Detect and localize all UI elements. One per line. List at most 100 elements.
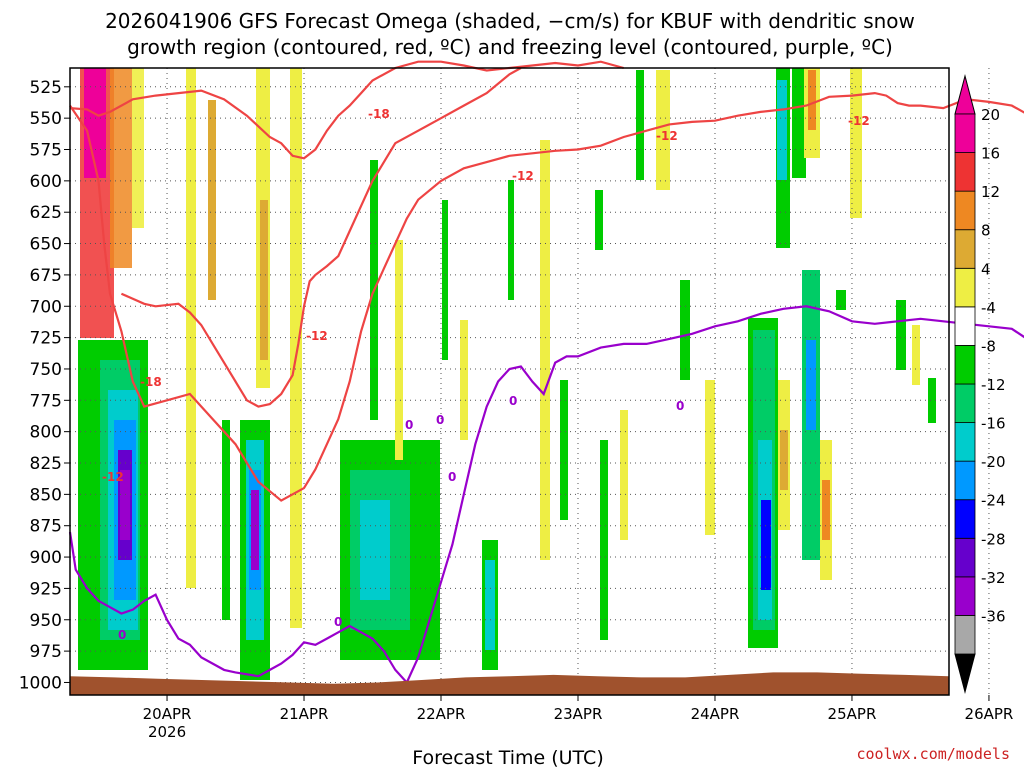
omega-cell bbox=[777, 80, 787, 180]
contour-label: -12 bbox=[306, 329, 328, 343]
omega-cell bbox=[208, 100, 216, 300]
y-tick-label: 750 bbox=[30, 360, 62, 380]
omega-cell bbox=[761, 500, 771, 590]
y-tick-label: 875 bbox=[30, 517, 62, 537]
x-tick-label: 21APR bbox=[280, 705, 329, 723]
omega-cell bbox=[620, 410, 628, 540]
y-tick-label: 550 bbox=[30, 109, 62, 129]
omega-cell bbox=[460, 320, 468, 440]
omega-cell bbox=[485, 560, 495, 650]
omega-cell bbox=[186, 68, 196, 588]
omega-cell bbox=[780, 430, 788, 490]
colorbar-swatch bbox=[954, 499, 976, 539]
x-axis-label: Forecast Time (UTC) bbox=[412, 747, 603, 768]
x-tick-sublabel: 2026 bbox=[148, 723, 186, 741]
colorbar-label: 12 bbox=[981, 183, 1000, 201]
y-tick-label: 925 bbox=[30, 579, 62, 599]
y-tick-label: 650 bbox=[30, 235, 62, 255]
colorbar-swatch bbox=[954, 383, 976, 423]
omega-cell bbox=[680, 280, 690, 380]
y-tick-label: 850 bbox=[30, 485, 62, 505]
colorbar-label: -4 bbox=[981, 299, 996, 317]
x-tick-label: 23APR bbox=[554, 705, 603, 723]
contour-label: 0 bbox=[405, 418, 413, 432]
contour-label: 0 bbox=[334, 615, 342, 629]
omega-cell bbox=[290, 68, 302, 628]
contour-labels: -18 -12 -12 -12 -12 -18 -12 0 0 0 0 0 0 … bbox=[102, 107, 870, 642]
omega-cell bbox=[110, 68, 132, 268]
contour-label: 0 bbox=[118, 628, 126, 642]
omega-cell bbox=[705, 380, 715, 535]
contour-label: -12 bbox=[848, 114, 870, 128]
omega-cell bbox=[120, 470, 130, 540]
colorbar-label: 16 bbox=[981, 145, 1000, 163]
contour-line bbox=[69, 91, 1024, 502]
colorbar-label: -16 bbox=[981, 415, 1006, 433]
y-tick-label: 800 bbox=[30, 423, 62, 443]
omega-cell bbox=[656, 70, 670, 190]
omega-cell bbox=[360, 500, 390, 600]
colorbar-label: 8 bbox=[981, 222, 991, 240]
colorbar-swatch bbox=[954, 229, 976, 269]
contour-label: -12 bbox=[656, 129, 678, 143]
contour-label: -18 bbox=[140, 375, 162, 389]
plot-area: -18 -12 -12 -12 -12 -18 -12 0 0 0 0 0 0 … bbox=[68, 60, 1024, 696]
x-tick-label: 26APR bbox=[965, 705, 1014, 723]
colorbar-label: -36 bbox=[981, 607, 1006, 625]
omega-cell bbox=[395, 240, 403, 460]
colorbar-label: -12 bbox=[981, 376, 1006, 394]
chart-title-line1: 2026041906 GFS Forecast Omega (shaded, −… bbox=[105, 9, 915, 33]
ground-surface bbox=[70, 672, 949, 695]
contour-label: -12 bbox=[512, 169, 534, 183]
omega-cell bbox=[595, 190, 603, 250]
chart-title-line2: growth region (contoured, red, ºC) and f… bbox=[127, 35, 893, 59]
omega-cell bbox=[636, 70, 644, 180]
x-tick-label: 20APR bbox=[143, 705, 192, 723]
y-tick-label: 775 bbox=[30, 391, 62, 411]
contour-label: 0 bbox=[509, 394, 517, 408]
omega-cell bbox=[808, 70, 816, 130]
colorbar: 20 16 12 8 4 -4 -8 -12 -16 -20 -24 -28 -32 -36 bbox=[954, 74, 1006, 694]
colorbar-label: -20 bbox=[981, 453, 1006, 471]
omega-cell bbox=[560, 380, 568, 520]
colorbar-swatch bbox=[954, 576, 976, 616]
omega-cell bbox=[850, 68, 862, 218]
omega-cell bbox=[84, 68, 106, 178]
omega-cell bbox=[222, 420, 230, 620]
colorbar-label: -8 bbox=[981, 337, 996, 355]
y-tick-label: 975 bbox=[30, 642, 62, 662]
omega-cell bbox=[928, 378, 936, 423]
credit-text: coolwx.com/models bbox=[856, 745, 1010, 763]
contour-label: 0 bbox=[448, 470, 456, 484]
x-tick-label: 24APR bbox=[691, 705, 740, 723]
y-tick-label: 575 bbox=[30, 141, 62, 161]
colorbar-label: -28 bbox=[981, 530, 1006, 548]
y-tick-label: 525 bbox=[30, 78, 62, 98]
contour-line bbox=[68, 305, 1024, 685]
omega-cell bbox=[260, 200, 268, 360]
colorbar-label: 4 bbox=[981, 260, 991, 278]
y-tick-label: 700 bbox=[30, 297, 62, 317]
colorbar-label: -32 bbox=[981, 569, 1006, 587]
colorbar-swatch bbox=[954, 152, 976, 192]
y-tick-label: 900 bbox=[30, 548, 62, 568]
omega-cell bbox=[540, 140, 550, 560]
colorbar-swatch bbox=[954, 615, 976, 655]
y-axis: 525 550 575 600 625 650 675 700 725 750 775 800 825 8… bbox=[19, 78, 70, 693]
omega-cell bbox=[442, 200, 448, 360]
x-tick-label: 22APR bbox=[417, 705, 466, 723]
contour-lines bbox=[68, 60, 1024, 685]
colorbar-swatch bbox=[954, 345, 976, 385]
y-tick-label: 1000 bbox=[19, 673, 62, 693]
omega-cell bbox=[600, 440, 608, 640]
omega-cell bbox=[792, 68, 806, 178]
omega-cell bbox=[822, 480, 830, 540]
omega-cell bbox=[806, 340, 816, 430]
contour-label: -12 bbox=[102, 470, 124, 484]
contour-line bbox=[120, 67, 522, 408]
contour-label: -18 bbox=[368, 107, 390, 121]
colorbar-swatch bbox=[954, 190, 976, 231]
omega-cell bbox=[836, 290, 846, 310]
colorbar-top-arrow bbox=[954, 74, 976, 115]
